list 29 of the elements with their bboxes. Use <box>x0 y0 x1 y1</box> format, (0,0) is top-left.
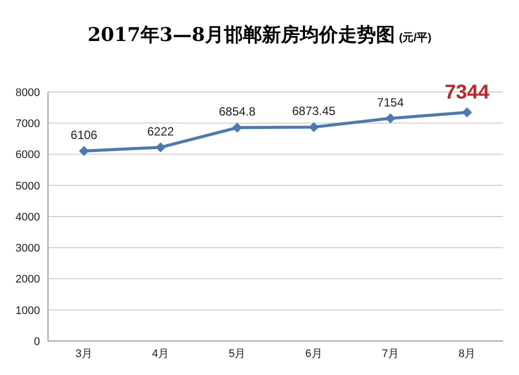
point <box>79 146 89 156</box>
y-tick-label: 1000 <box>16 304 40 317</box>
point <box>385 113 396 124</box>
x-tick-label: 7月 <box>382 348 399 360</box>
data-label: 7154 <box>377 95 404 110</box>
data-label: 7344 <box>444 81 490 104</box>
data-label: 6854.8 <box>218 104 256 119</box>
y-tick-label: 4000 <box>16 211 40 224</box>
data-label: 6873.45 <box>292 104 336 118</box>
y-tick-label: 2000 <box>16 274 40 286</box>
point <box>308 122 319 132</box>
y-tick-label: 7000 <box>16 118 40 130</box>
data-label: 6222 <box>147 124 174 138</box>
x-tick-label: 6月 <box>305 348 322 360</box>
point <box>232 122 242 133</box>
chart-subtitle: (元/平) <box>398 32 432 44</box>
point <box>462 107 472 118</box>
y-tick-label: 3000 <box>16 242 40 255</box>
x-tick-label: 3月 <box>75 348 93 360</box>
data-label: 6106 <box>70 128 98 142</box>
y-tick-label: 8000 <box>16 86 40 99</box>
point <box>156 142 166 152</box>
y-tick-label: 6000 <box>16 149 40 162</box>
chart-title: 2017年3—8月邯郸新房均价走势图 <box>88 24 395 46</box>
x-tick-label: 5月 <box>228 348 246 360</box>
x-tick-label: 8月 <box>458 348 476 360</box>
x-tick-label: 4月 <box>152 348 170 360</box>
y-tick-label: 0 <box>34 336 40 348</box>
y-tick-label: 5000 <box>16 180 40 192</box>
